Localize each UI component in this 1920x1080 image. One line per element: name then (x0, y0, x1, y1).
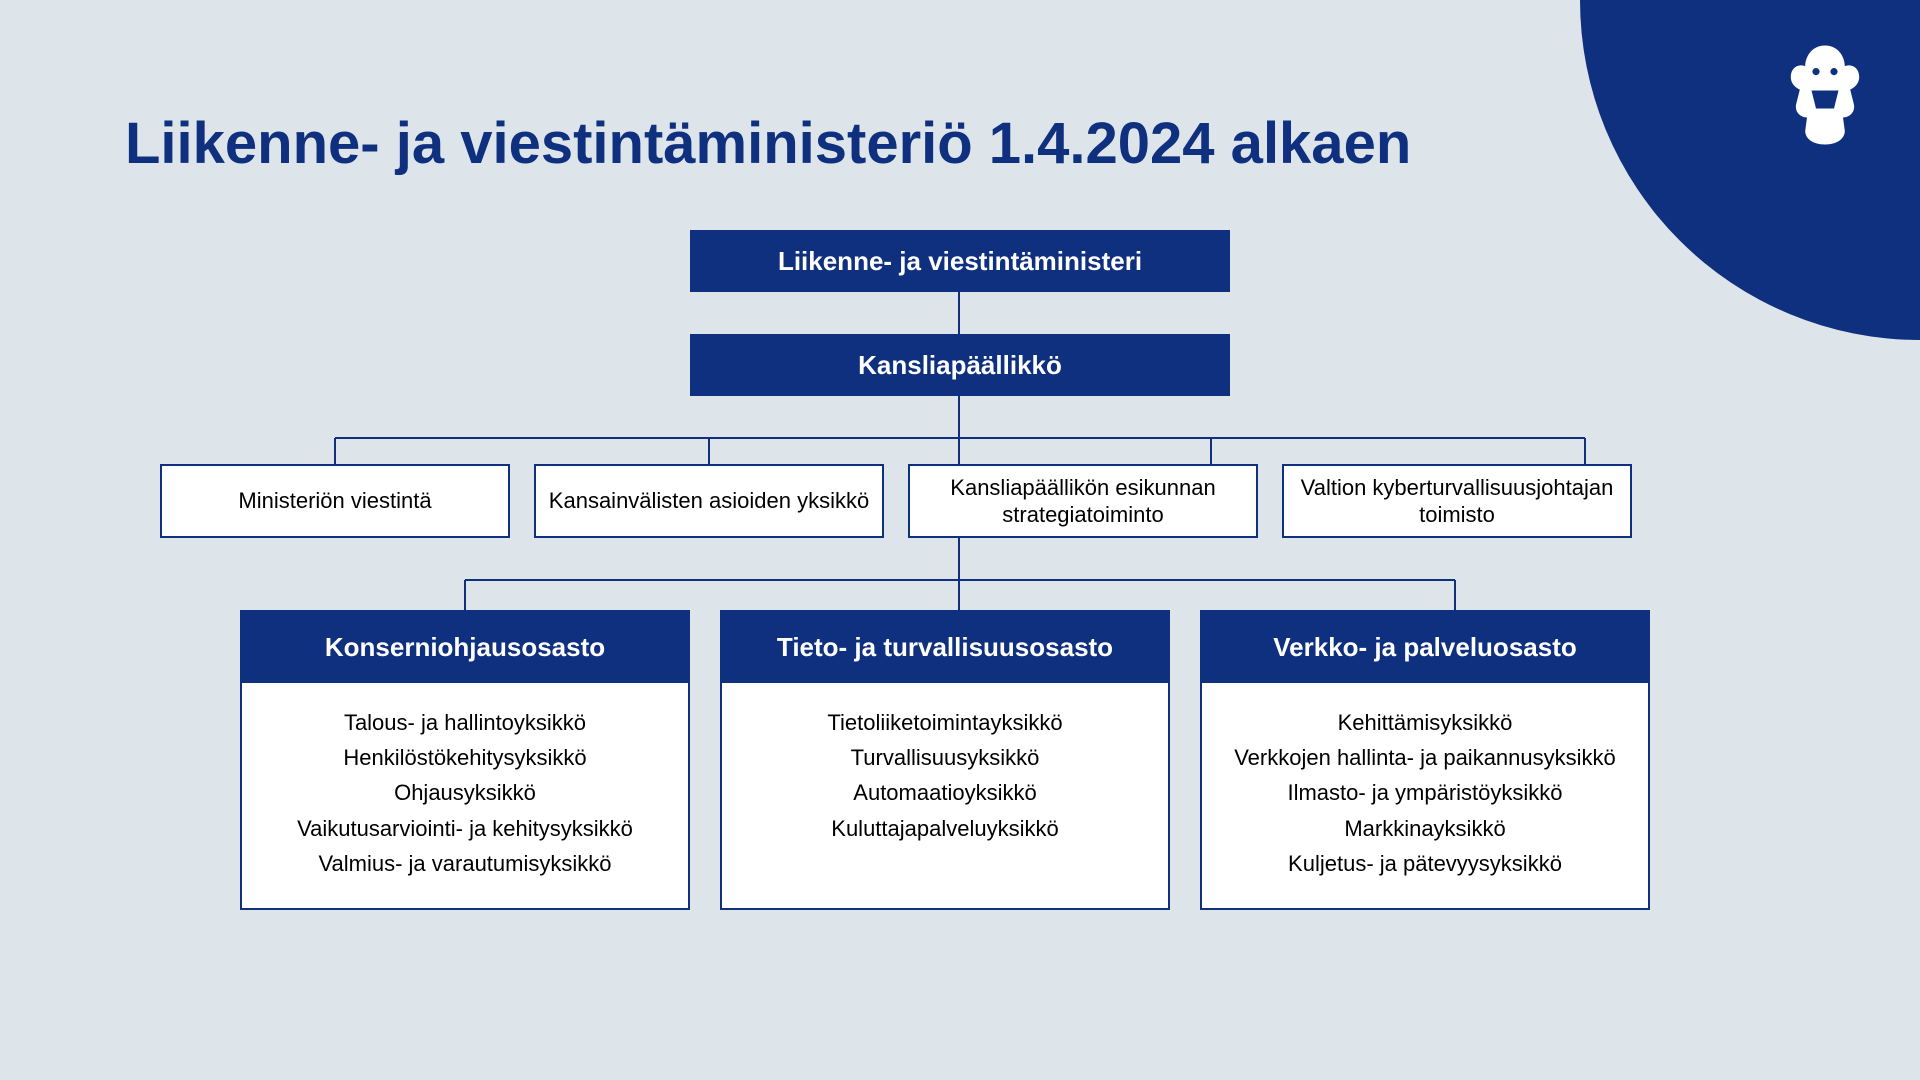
org-department: Verkko- ja palveluosasto Kehittämisyksik… (1200, 610, 1650, 910)
org-department-item: Markkinayksikkö (1216, 811, 1634, 846)
org-department-item: Kuluttajapalveluyksikkö (736, 811, 1154, 846)
connector (1584, 438, 1586, 464)
connector (464, 580, 466, 610)
org-department-item: Vaikutusarviointi- ja kehitysyksikkö (256, 811, 674, 846)
connector (958, 580, 960, 610)
org-department-title: Tieto- ja turvallisuusosasto (722, 612, 1168, 683)
org-department-body: Tietoliiketoimintayksikkö Turvallisuusyk… (722, 683, 1168, 872)
connector (708, 438, 710, 464)
org-unit-box: Kansainvälisten asioiden yksikkö (534, 464, 884, 538)
org-unit-label: Valtion kyberturvallisuusjohtajan toimis… (1296, 474, 1618, 529)
connector (958, 292, 960, 334)
org-root-box: Liikenne- ja viestintäministeri (690, 230, 1230, 292)
connector (465, 579, 1455, 581)
org-root-label: Liikenne- ja viestintäministeri (778, 245, 1142, 278)
org-unit-box: Ministeriön viestintä (160, 464, 510, 538)
org-department-item: Ohjausyksikkö (256, 775, 674, 810)
org-unit-label: Kansainvälisten asioiden yksikkö (549, 487, 869, 515)
org-department-item: Kuljetus- ja pätevyysyksikkö (1216, 846, 1634, 881)
org-department-body: Talous- ja hallintoyksikkö Henkilöstökeh… (242, 683, 688, 907)
connector (958, 396, 960, 438)
org-unit-label: Ministeriön viestintä (238, 487, 431, 515)
org-department-item: Verkkojen hallinta- ja paikannusyksikkö (1216, 740, 1634, 775)
org-department-item: Tietoliiketoimintayksikkö (736, 705, 1154, 740)
org-level1-box: Kansliapäällikkö (690, 334, 1230, 396)
connector (334, 438, 336, 464)
org-department-item: Henkilöstökehitysyksikkö (256, 740, 674, 775)
connector (335, 437, 1585, 439)
connector (1454, 580, 1456, 610)
org-department: Tieto- ja turvallisuusosasto Tietoliiket… (720, 610, 1170, 910)
org-department-title: Verkko- ja palveluosasto (1202, 612, 1648, 683)
org-unit-box: Kansliapäällikön esikunnan strategiatoim… (908, 464, 1258, 538)
org-department-item: Turvallisuusyksikkö (736, 740, 1154, 775)
page-title: Liikenne- ja viestintäministeriö 1.4.202… (125, 110, 1411, 177)
org-department: Konserniohjausosasto Talous- ja hallinto… (240, 610, 690, 910)
org-department-item: Automaatioyksikkö (736, 775, 1154, 810)
org-department-body: Kehittämisyksikkö Verkkojen hallinta- ja… (1202, 683, 1648, 907)
org-department-title: Konserniohjausosasto (242, 612, 688, 683)
org-department-item: Talous- ja hallintoyksikkö (256, 705, 674, 740)
corner-badge (1580, 0, 1920, 340)
org-department-item: Valmius- ja varautumisyksikkö (256, 846, 674, 881)
org-department-item: Ilmasto- ja ympäristöyksikkö (1216, 775, 1634, 810)
org-level1-label: Kansliapäällikkö (858, 349, 1062, 382)
org-unit-box: Valtion kyberturvallisuusjohtajan toimis… (1282, 464, 1632, 538)
connector (1210, 438, 1212, 464)
org-unit-label: Kansliapäällikön esikunnan strategiatoim… (922, 474, 1244, 529)
org-department-item: Kehittämisyksikkö (1216, 705, 1634, 740)
finland-lion-icon (1780, 40, 1870, 150)
